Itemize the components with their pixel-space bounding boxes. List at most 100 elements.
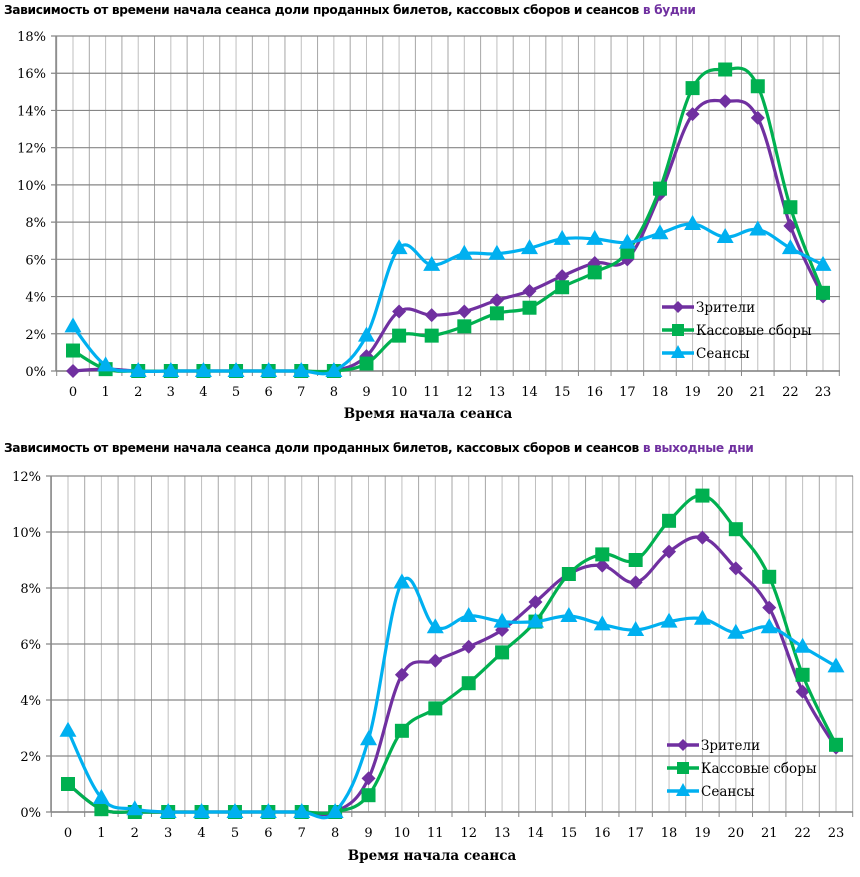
x-tick-label: 7 — [297, 385, 305, 400]
x-axis-title: Время начала сеанса — [344, 406, 513, 422]
data-point — [593, 615, 611, 631]
data-point — [61, 777, 75, 791]
y-tick-label: 6% — [25, 253, 46, 268]
data-point — [783, 200, 798, 215]
legend-square-icon — [672, 324, 684, 336]
x-tick-label: 19 — [694, 826, 711, 841]
data-point — [718, 94, 733, 109]
y-tick-label: 8% — [25, 216, 46, 231]
data-point — [816, 285, 830, 300]
data-point — [750, 79, 765, 94]
data-point — [424, 308, 439, 323]
legend-label: Сеансы — [696, 346, 750, 362]
data-point — [461, 639, 476, 654]
data-point — [460, 607, 478, 622]
legend-item: Сеансы — [662, 345, 750, 362]
legend-label: Зрители — [696, 300, 755, 316]
data-point — [762, 600, 777, 615]
data-point — [97, 356, 115, 372]
x-tick-label: 18 — [652, 385, 669, 400]
data-point — [628, 575, 643, 590]
data-point — [781, 239, 799, 255]
data-point — [684, 214, 702, 230]
data-point — [495, 645, 510, 660]
data-point — [750, 110, 765, 125]
data-point — [461, 676, 476, 691]
x-axis-title: Время начала сеанса — [348, 848, 517, 864]
data-point — [357, 326, 375, 342]
x-tick-label: 11 — [423, 385, 440, 400]
weekday-title-main: Зависимость от времени начала сеанса дол… — [4, 3, 639, 17]
data-point — [560, 607, 578, 622]
legend-item: Кассовые сборы — [667, 761, 817, 777]
y-tick-label: 16% — [17, 67, 46, 82]
x-tick-label: 1 — [101, 385, 109, 400]
x-tick-label: 0 — [69, 385, 77, 400]
x-tick-label: 23 — [828, 826, 845, 841]
x-tick-label: 3 — [164, 826, 172, 841]
data-point — [390, 239, 408, 255]
data-point — [528, 595, 543, 609]
data-point — [693, 609, 711, 625]
data-point — [795, 667, 810, 682]
weekday-legend: Зрители Кассовые сборы Сеансы — [662, 300, 812, 362]
data-point — [394, 723, 409, 738]
legend-label: Кассовые сборы — [696, 323, 812, 339]
legend-item: Кассовые сборы — [662, 323, 812, 339]
data-point — [325, 362, 343, 377]
data-point — [426, 618, 444, 634]
series-triangle — [64, 214, 832, 377]
weekday-chart: 0%2%4%6%8%10%12%14%16%18%0 1 2 3 4 5 6 7 8 9 10 11 1… — [17, 30, 840, 422]
y-tick-label: 8% — [20, 582, 41, 597]
data-point — [360, 730, 378, 746]
x-tick-label: 23 — [815, 385, 832, 400]
x-tick-label: 12 — [460, 826, 477, 841]
data-point — [392, 304, 407, 319]
data-point — [457, 304, 472, 319]
data-point — [555, 269, 570, 284]
y-tick-label: 12% — [17, 142, 46, 157]
data-point — [361, 771, 376, 786]
data-point — [651, 224, 669, 240]
data-point — [162, 362, 180, 377]
data-point — [457, 319, 472, 334]
legend-square-icon — [677, 762, 689, 774]
legend-triangle-icon — [676, 783, 690, 796]
x-tick-label: 9 — [362, 385, 370, 400]
data-point — [716, 228, 734, 243]
weekday-title-highlight: в будни — [642, 3, 696, 17]
data-point — [827, 657, 845, 673]
data-point — [259, 803, 277, 818]
data-point — [293, 803, 311, 818]
y-tick-label: 10% — [17, 179, 46, 194]
data-point — [522, 283, 537, 298]
legend-item: Зрители — [667, 738, 760, 754]
weekend-chart: 0%2%4%6%8%10%12%0 1 2 3 4 5 6 7 8 9 10 11 12 13 14 15 16… — [12, 470, 854, 864]
weekend-title-main: Зависимость от времени начала сеанса дол… — [4, 441, 639, 455]
y-tick-label: 10% — [12, 526, 41, 541]
x-tick-label: 21 — [761, 826, 778, 841]
data-point — [359, 356, 374, 371]
x-tick-label: 18 — [661, 826, 678, 841]
y-tick-label: 4% — [20, 694, 41, 709]
data-point — [489, 306, 504, 321]
data-point — [493, 612, 511, 628]
x-tick-label: 22 — [794, 826, 811, 841]
data-point — [326, 803, 344, 818]
data-point — [660, 612, 678, 628]
data-point — [126, 800, 144, 816]
data-point — [814, 255, 832, 271]
weekend-chart-title: Зависимость от времени начала сеанса дол… — [4, 441, 754, 455]
data-point — [662, 544, 677, 559]
x-tick-label: 15 — [554, 385, 571, 400]
legend-diamond-icon — [677, 739, 689, 751]
y-tick-label: 0% — [25, 365, 46, 380]
x-tick-label: 3 — [167, 385, 175, 400]
data-point — [94, 802, 109, 817]
legend-diamond-icon — [672, 301, 684, 313]
x-tick-label: 9 — [364, 826, 372, 841]
data-point — [64, 317, 82, 333]
data-point — [428, 701, 443, 716]
x-tick-label: 16 — [594, 826, 611, 841]
data-point — [695, 530, 710, 545]
